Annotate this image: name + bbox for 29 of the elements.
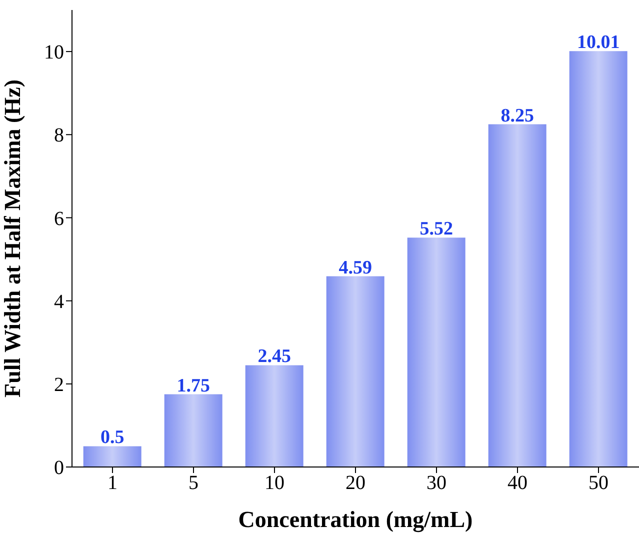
data-label: 4.59: [338, 257, 372, 278]
x-tick-label: 40: [508, 472, 528, 494]
bar: [407, 238, 466, 467]
x-tick-label: 30: [426, 472, 446, 494]
bar: [83, 446, 142, 467]
bar: [245, 365, 304, 467]
y-tick-label: 8: [54, 124, 64, 147]
x-tick-label: 10: [264, 472, 284, 494]
y-tick-label: 6: [54, 208, 64, 230]
y-axis-title: Full Width at Half Maxima (Hz): [0, 80, 26, 398]
bar: [326, 276, 384, 467]
x-tick-label: 5: [188, 472, 198, 494]
bar: [164, 394, 222, 467]
y-tick-label: 4: [54, 290, 64, 313]
x-tick-label: 1: [108, 472, 118, 494]
x-tick-label: 20: [346, 472, 366, 494]
y-tick-label: 0: [54, 457, 64, 480]
bar: [488, 124, 546, 467]
data-label: 2.45: [258, 346, 291, 368]
data-label: 1.75: [176, 375, 210, 396]
data-label: 10.01: [576, 32, 620, 54]
data-label: 0.5: [100, 427, 124, 448]
data-label: 8.25: [500, 105, 534, 126]
x-tick-label: 50: [588, 472, 608, 494]
y-tick-label: 2: [54, 374, 64, 396]
data-label: 5.52: [420, 218, 453, 240]
y-tick-label: 10: [44, 42, 64, 64]
bar: [569, 51, 628, 467]
x-axis-title: Concentration (mg/mL): [238, 507, 473, 533]
